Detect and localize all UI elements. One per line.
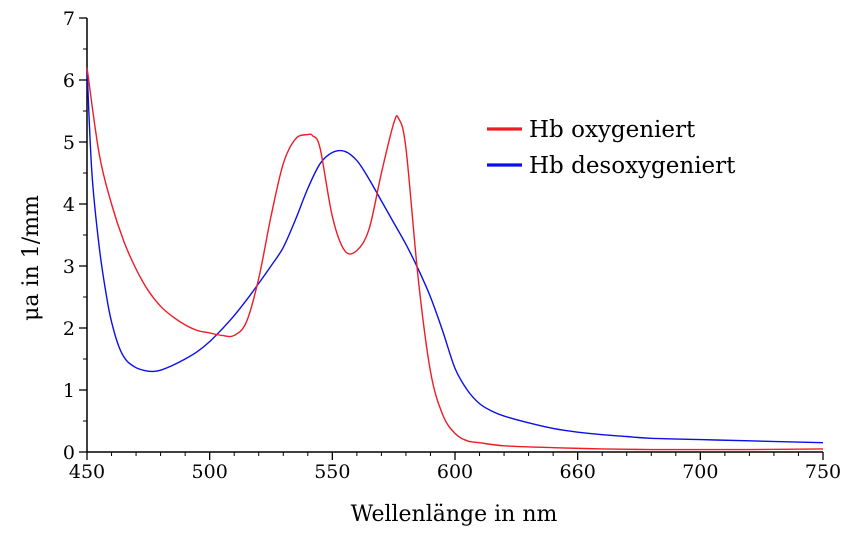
axes: 450 500 550 600 660 700 750 0 1 2 3 4 5 6 7 — [63, 8, 841, 483]
plot-lines — [86, 67, 824, 451]
legend: Hb oxygeniert Hb desoxygeniert — [487, 117, 736, 179]
x-tick-label: 500 — [192, 461, 228, 483]
x-tick-label: 660 — [560, 461, 596, 483]
y-tick-label: 5 — [63, 132, 75, 154]
x-tick-label: 550 — [314, 461, 350, 483]
y-tick-label: 4 — [63, 194, 75, 216]
x-axis-ticks: 450 500 550 600 660 700 750 — [69, 452, 841, 483]
y-tick-label: 2 — [63, 318, 75, 340]
legend-label-hb-oxygeniert: Hb oxygeniert — [529, 117, 696, 143]
x-axis-title: Wellenlänge in nm — [351, 502, 558, 527]
y-tick-label: 3 — [63, 256, 75, 278]
series-line-hb-desoxygeniert — [86, 67, 824, 444]
y-tick-label: 6 — [63, 70, 75, 92]
y-tick-label: 7 — [63, 8, 75, 30]
legend-label-hb-desoxygeniert: Hb desoxygeniert — [529, 153, 736, 179]
y-tick-label: 0 — [63, 442, 75, 464]
y-axis-title: μa in 1/mm — [19, 195, 44, 321]
y-tick-label: 1 — [63, 380, 75, 402]
x-tick-label: 450 — [69, 461, 105, 483]
x-tick-label: 700 — [682, 461, 718, 483]
x-tick-label: 750 — [805, 461, 841, 483]
x-tick-label: 600 — [437, 461, 473, 483]
y-axis-ticks: 0 1 2 3 4 5 6 7 — [63, 8, 87, 464]
series-line-hb-oxygeniert — [86, 67, 824, 451]
